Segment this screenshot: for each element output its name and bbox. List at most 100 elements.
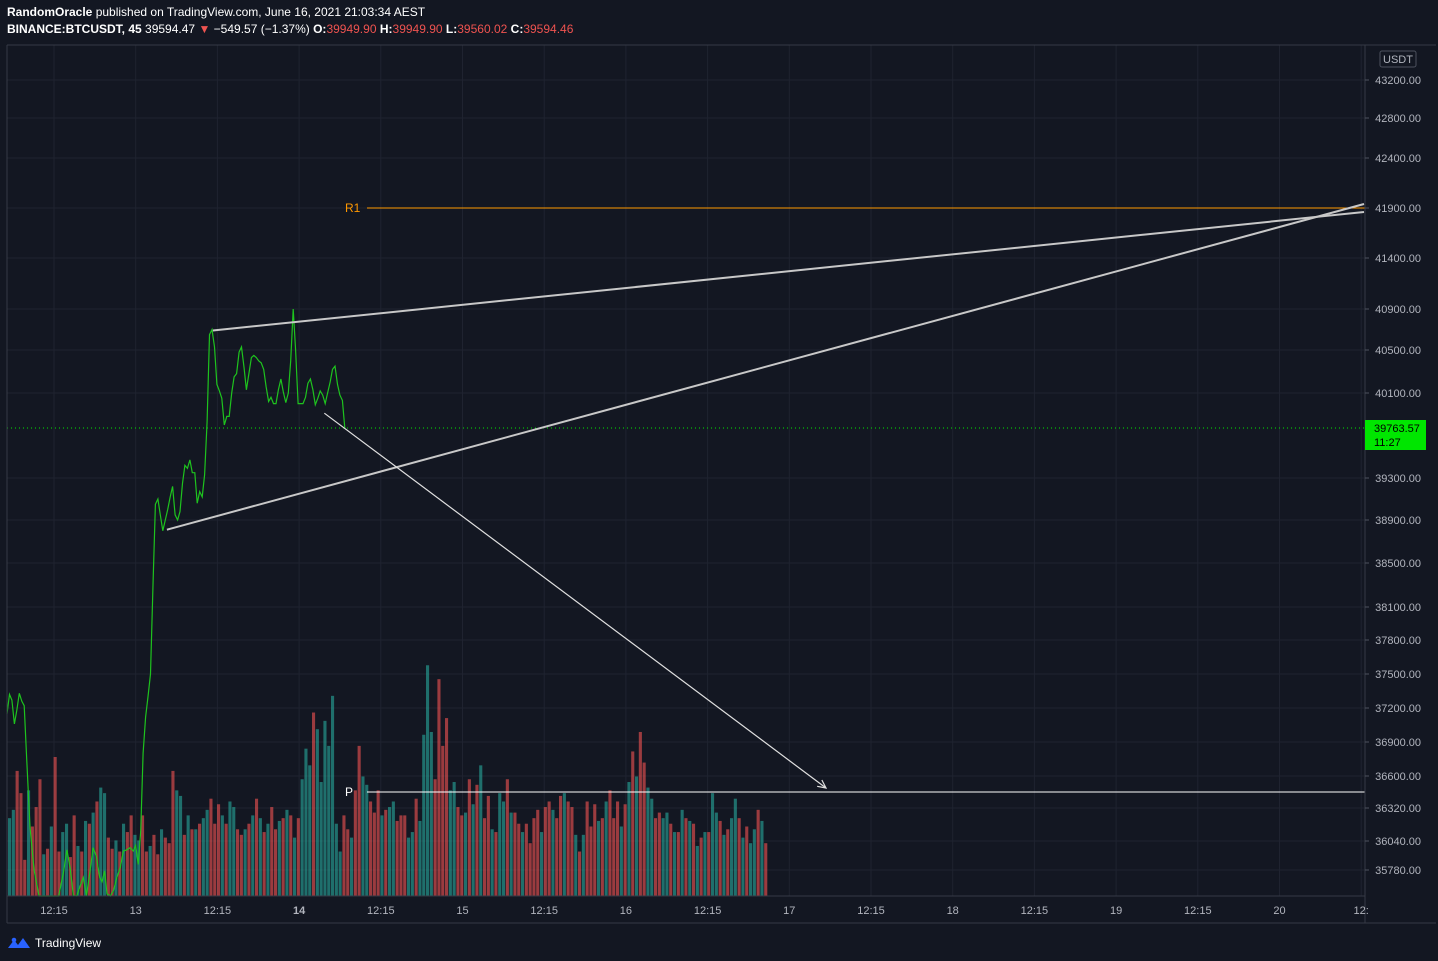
- volume-bar: [133, 834, 137, 896]
- volume-bar: [8, 818, 12, 896]
- volume-bar: [152, 834, 156, 896]
- volume-bar: [448, 790, 452, 896]
- volume-bar: [471, 804, 475, 896]
- volume-bar: [756, 809, 760, 896]
- volume-bar: [220, 815, 224, 896]
- volume-bar: [551, 809, 555, 896]
- volume-bar: [114, 840, 118, 896]
- volume-bar: [730, 818, 734, 896]
- volume-bar: [369, 801, 373, 896]
- volume-bar: [562, 793, 566, 896]
- price-tick-label: 40900.00: [1375, 304, 1421, 316]
- volume-bar: [661, 818, 665, 896]
- volume-bar: [513, 812, 517, 896]
- volume-bar: [490, 829, 494, 896]
- volume-bar: [414, 798, 418, 896]
- volume-bar: [517, 823, 521, 896]
- volume-bar: [494, 832, 498, 896]
- volume-bar: [760, 820, 764, 896]
- volume-bar: [555, 818, 559, 896]
- axes: USDT 43200.00 42800.00 42400.00 41900.00 4140…: [6, 44, 1436, 924]
- volume-bar: [718, 820, 722, 896]
- volume-bar: [84, 820, 88, 896]
- volume-bar: [342, 815, 346, 896]
- volume-bar: [619, 826, 623, 896]
- volume-bar: [699, 837, 703, 896]
- volume-bar: [714, 812, 718, 896]
- volume-bar: [429, 731, 433, 896]
- volume-bar: [380, 815, 384, 896]
- price-tick-label: 42800.00: [1375, 113, 1421, 125]
- volume-bar: [19, 793, 23, 896]
- time-tick-label: 12:15: [204, 905, 232, 917]
- volume-bar: [528, 843, 532, 896]
- time-tick-label: 12:15: [857, 905, 885, 917]
- volume-bar: [334, 823, 338, 896]
- high-value: 39949.90: [392, 22, 443, 36]
- volume-bar: [289, 815, 293, 896]
- volume-bar: [285, 809, 289, 896]
- volume-bar: [722, 834, 726, 896]
- volume-bar: [262, 832, 266, 896]
- volume-bar: [255, 798, 259, 896]
- time-tick-label: 12:15: [367, 905, 395, 917]
- volume-bar: [692, 823, 696, 896]
- volume-bar: [433, 779, 437, 896]
- volume-bar: [179, 795, 183, 896]
- last-price: 39594.47: [145, 22, 196, 36]
- volume-bar: [95, 801, 99, 896]
- volume-bar: [623, 804, 627, 896]
- volume-bar: [99, 787, 103, 896]
- volume-bar: [247, 823, 251, 896]
- volume-bar: [456, 807, 460, 896]
- volume-bar: [680, 809, 684, 896]
- volume-bar: [361, 776, 365, 896]
- volume-bar: [467, 779, 471, 896]
- volume-bar: [315, 729, 319, 896]
- volume-bar: [338, 851, 342, 896]
- price-tick-label: 36600.00: [1375, 771, 1421, 783]
- price-tick-label: 37200.00: [1375, 703, 1421, 715]
- volume-bar: [403, 815, 407, 896]
- volume-bar: [657, 812, 661, 896]
- time-tick-label: 20: [1273, 905, 1285, 917]
- volume-bar: [627, 782, 631, 896]
- price-tick-label: 40500.00: [1375, 345, 1421, 357]
- price-change: −549.57 (−1.37%): [213, 22, 310, 36]
- volume-bar: [129, 815, 133, 896]
- tradingview-logo-icon: [8, 937, 30, 948]
- volume-bar: [163, 837, 167, 896]
- volume-bar: [764, 843, 768, 896]
- volume-bar: [171, 770, 175, 896]
- volume-bar: [498, 793, 502, 896]
- wedge-lower-line: [166, 203, 1365, 531]
- volume-bar: [635, 776, 639, 896]
- price-tick-label: 40100.00: [1375, 388, 1421, 400]
- time-tick-label: 12:15: [530, 905, 558, 917]
- trendlines[interactable]: [166, 203, 1365, 789]
- author-name[interactable]: RandomOracle: [7, 5, 93, 19]
- volume-bar: [68, 857, 72, 896]
- volume-bar: [144, 851, 148, 896]
- volume-bar: [737, 818, 741, 896]
- time-tick-label: 12:: [1354, 905, 1369, 917]
- volume-bar: [125, 832, 129, 896]
- time-tick-label: 12:15: [40, 905, 68, 917]
- volume-bar: [11, 809, 15, 896]
- volume-bar: [65, 823, 69, 896]
- currency-badge: [1379, 50, 1417, 68]
- volume-bar: [733, 798, 737, 896]
- projection-arrow-line: [323, 412, 827, 789]
- volume-bar: [243, 829, 247, 896]
- price-tick-label: 35780.00: [1375, 865, 1421, 877]
- volume-bar: [266, 823, 270, 896]
- volume-bar: [475, 784, 479, 896]
- volume-bar: [479, 765, 483, 896]
- footer-brand[interactable]: TradingView: [7, 934, 101, 952]
- volume-bar: [684, 818, 688, 896]
- arrow-head-icon: [817, 779, 828, 789]
- time-tick-label: 12:15: [1184, 905, 1212, 917]
- volume-bar: [190, 829, 194, 896]
- volume-bar: [752, 829, 756, 896]
